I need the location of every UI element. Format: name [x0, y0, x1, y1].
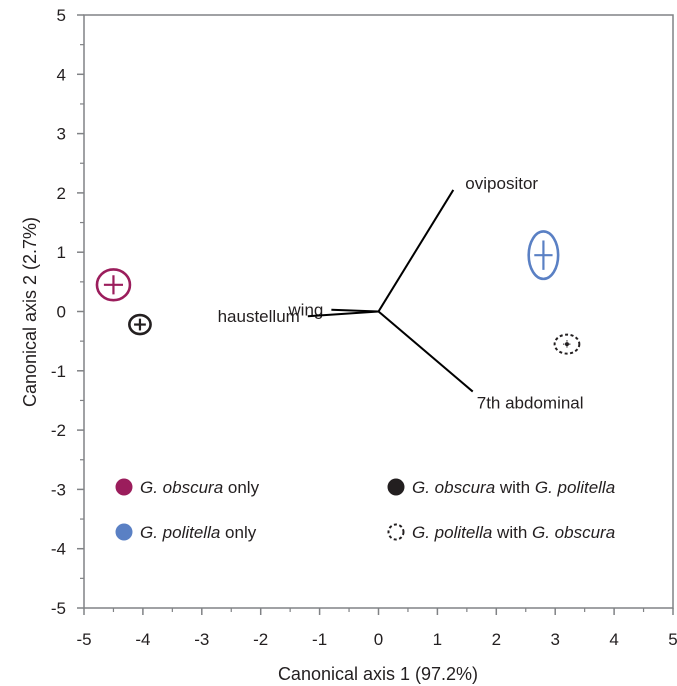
x-tick-label: 5	[668, 630, 677, 649]
group-ellipse	[95, 268, 132, 302]
x-tick-label: 0	[374, 630, 383, 649]
x-tick-label: -1	[312, 630, 327, 649]
legend-marker	[115, 478, 133, 496]
x-tick-label: -3	[194, 630, 209, 649]
x-tick-label: 3	[550, 630, 559, 649]
y-tick-label: 5	[57, 6, 66, 25]
legend-label: G. obscura with G. politella	[412, 478, 615, 497]
legend-marker	[387, 478, 405, 496]
vector-line	[377, 189, 455, 313]
y-tick-label: -4	[51, 540, 66, 559]
x-tick-label: 4	[609, 630, 618, 649]
x-tick-label: 1	[433, 630, 442, 649]
y-tick-label: 4	[57, 65, 66, 84]
y-tick-label: 3	[57, 125, 66, 144]
legend-marker	[115, 523, 133, 541]
x-tick-label: -4	[135, 630, 150, 649]
legend: G. obscura only G. obscura with G. polite…	[115, 478, 615, 542]
legend-label: G. obscura only	[140, 478, 260, 497]
y-tick-label: -1	[51, 362, 66, 381]
group-ellipse	[527, 230, 560, 281]
y-tick-label: 1	[57, 243, 66, 262]
vector-label: ovipositor	[465, 174, 538, 193]
x-tick-label: 2	[492, 630, 501, 649]
vector-label: 7th abdominal	[477, 394, 584, 413]
y-axis-title: Canonical axis 2 (2.7%)	[20, 217, 40, 407]
y-tick-label: -3	[51, 480, 66, 499]
x-tick-label: -5	[76, 630, 91, 649]
y-tick-label: 2	[57, 184, 66, 203]
legend-label: G. politella only	[140, 523, 257, 542]
x-axis-title: Canonical axis 1 (97.2%)	[278, 664, 478, 684]
group-ellipse	[553, 333, 581, 355]
vector-line	[377, 310, 474, 393]
vector-line	[307, 310, 379, 318]
y-tick-label: 0	[57, 303, 66, 322]
x-tick-label: -2	[253, 630, 268, 649]
vector-label: haustellum	[218, 307, 300, 326]
y-tick-label: -5	[51, 599, 66, 618]
group-ellipse	[128, 313, 152, 336]
axis-ticks: -5 -4 -3 -2 -1 0 1 2 3 4 5 5 4 3 2 1 0 -1 -2 -3 -4 -5	[51, 6, 677, 649]
y-tick-label: -2	[51, 421, 66, 440]
group-centroids	[95, 230, 581, 355]
legend-marker	[387, 523, 405, 541]
legend-label: G. politella with G. obscura	[412, 523, 615, 542]
